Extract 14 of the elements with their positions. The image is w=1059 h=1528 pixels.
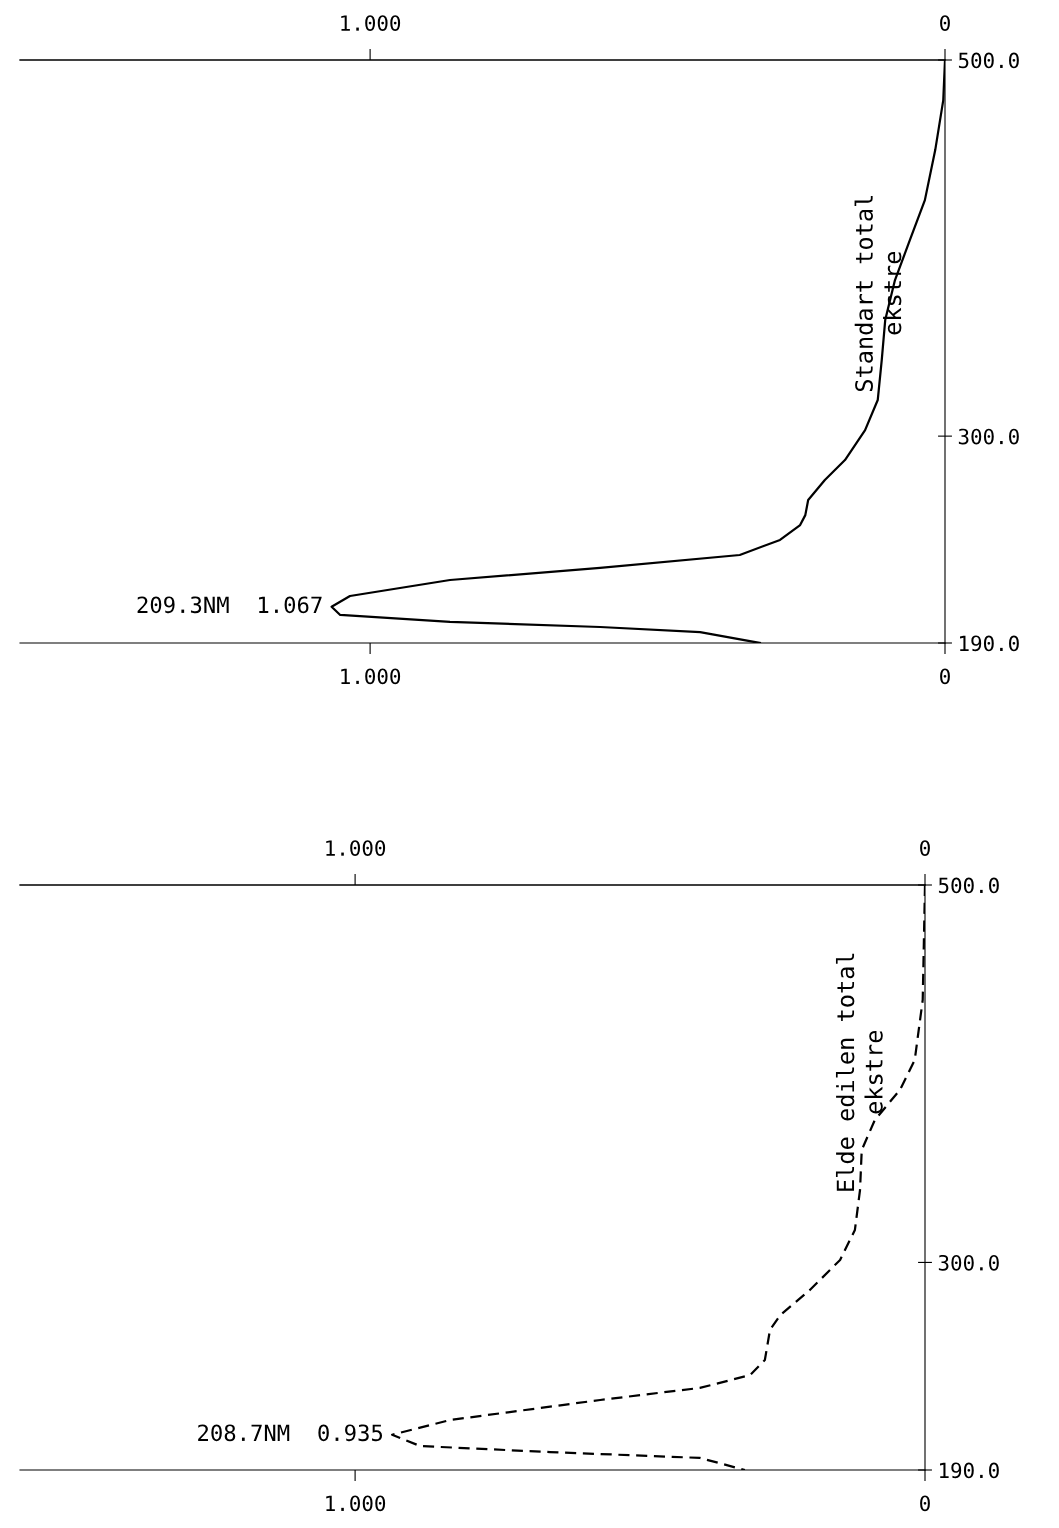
x2-tick-label: 0	[920, 840, 930, 856]
annotation: 209.3NM 1.067	[137, 596, 322, 614]
y-tick-label: 500.0	[938, 877, 999, 894]
text: Elde edilen total ekstre	[835, 953, 883, 1191]
x2-tick-label: 1.000	[341, 15, 401, 31]
x2-tick-label: 1.000	[326, 840, 386, 856]
text: Standart total ekstre	[854, 195, 902, 392]
annotation: 208.7NM 0.935	[198, 1424, 383, 1442]
y-tick-label: 300.0	[958, 428, 1019, 445]
y-tick-label: 190.0	[940, 1462, 999, 1479]
y-tick-label: 190.0	[960, 635, 1019, 652]
x2-tick-label: 0	[940, 15, 950, 31]
y-tick-label: 300.0	[938, 1254, 999, 1271]
y-tick-label: 500.0	[958, 52, 1019, 69]
